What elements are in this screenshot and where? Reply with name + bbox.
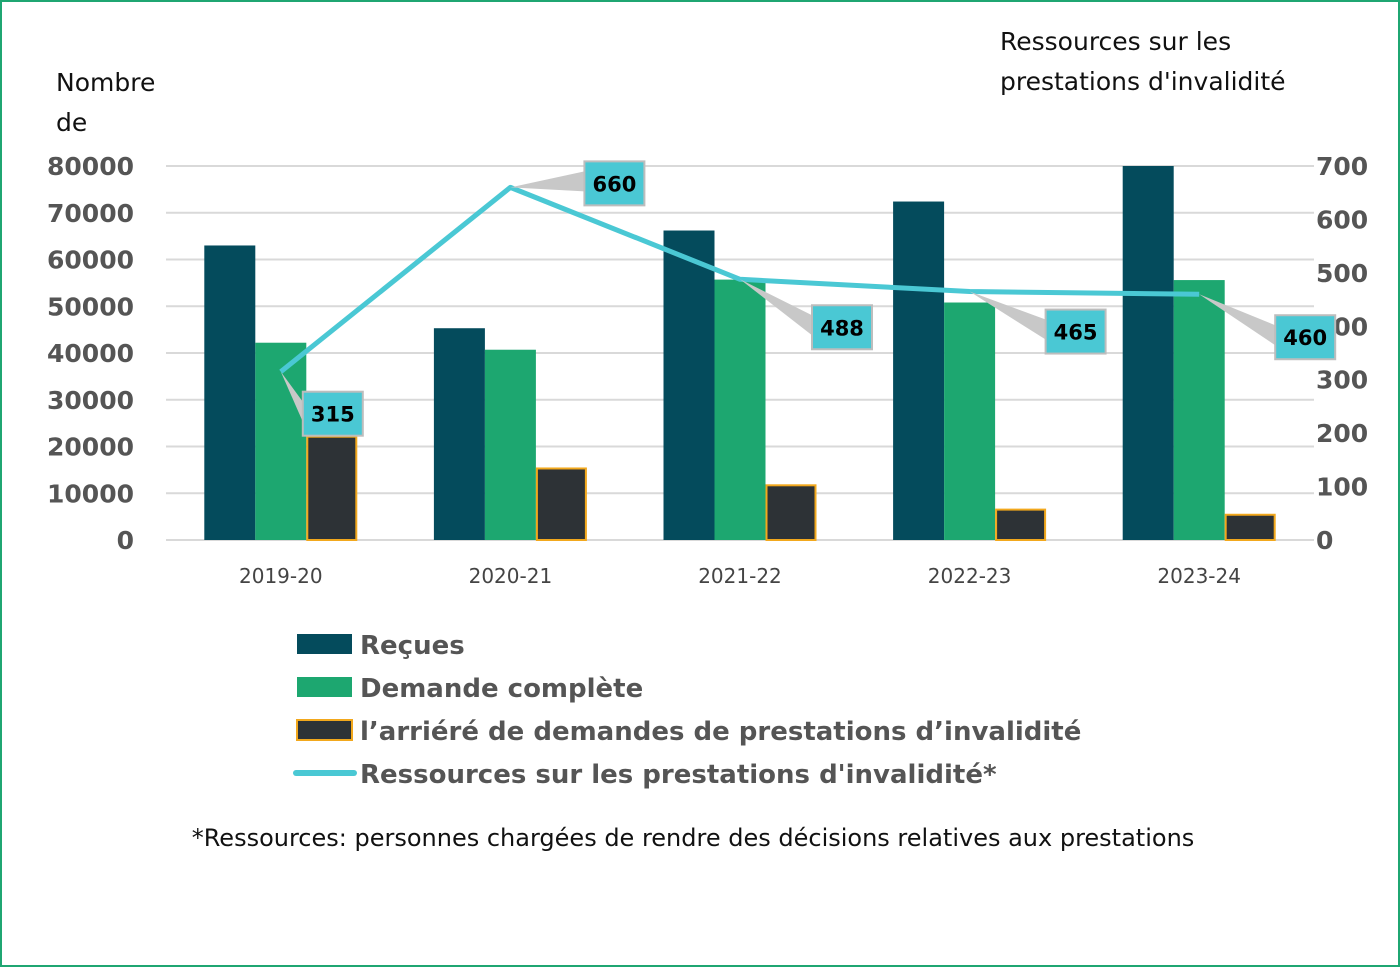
bar-3 bbox=[306, 435, 358, 541]
data-label: 460 bbox=[1283, 326, 1327, 350]
data-label: 660 bbox=[592, 172, 636, 196]
left-tick-label: 50000 bbox=[47, 292, 134, 321]
data-label-box bbox=[583, 160, 646, 207]
left-axis-title-line-2: de bbox=[56, 108, 87, 137]
data-label-box bbox=[301, 390, 364, 437]
callout-pointer bbox=[1199, 294, 1276, 346]
callout-pointer bbox=[969, 291, 1046, 340]
bar-2 bbox=[944, 302, 996, 540]
right-tick-label: 200 bbox=[1316, 419, 1368, 448]
bar-2 bbox=[484, 349, 536, 540]
data-label-box bbox=[811, 304, 873, 351]
bar-1 bbox=[663, 230, 715, 540]
bar-1 bbox=[204, 245, 256, 540]
right-tick-label: 0 bbox=[1316, 526, 1333, 555]
left-tick-label: 30000 bbox=[47, 386, 134, 415]
category-label: 2023-24 bbox=[1157, 564, 1241, 588]
bar-2 bbox=[714, 279, 766, 540]
bar-3 bbox=[765, 484, 817, 541]
legend-label: Demande complète bbox=[360, 674, 643, 704]
bar-3 bbox=[995, 508, 1047, 541]
legend-label: Reçues bbox=[360, 631, 465, 661]
left-tick-label: 40000 bbox=[47, 339, 134, 368]
bar-2 bbox=[255, 342, 307, 540]
bar-1 bbox=[893, 201, 945, 540]
right-tick-label: 700 bbox=[1316, 152, 1368, 181]
data-label-box bbox=[1044, 308, 1107, 355]
right-tick-label: 600 bbox=[1316, 205, 1368, 234]
data-label-box bbox=[1274, 314, 1337, 361]
callout-pointer bbox=[740, 279, 812, 336]
right-tick-label: 300 bbox=[1316, 366, 1368, 395]
left-tick-label: 10000 bbox=[47, 479, 134, 508]
data-label: 488 bbox=[820, 316, 864, 340]
right-axis-title-line-2: prestations d'invalidité bbox=[1000, 67, 1286, 96]
category-label: 2022-23 bbox=[928, 564, 1012, 588]
data-label: 315 bbox=[311, 403, 355, 427]
legend-swatch bbox=[297, 634, 352, 654]
footnote: *Ressources: personnes chargées de rendr… bbox=[192, 824, 1195, 852]
left-tick-label: 70000 bbox=[47, 199, 134, 228]
legend-label: l’arriéré de demandes de prestations d’i… bbox=[360, 717, 1081, 747]
bar-3 bbox=[535, 467, 587, 541]
category-label: 2020-21 bbox=[469, 564, 553, 588]
legend-label: Ressources sur les prestations d'invalid… bbox=[360, 760, 997, 790]
legend-swatch bbox=[296, 719, 353, 741]
left-tick-label: 20000 bbox=[47, 433, 134, 462]
legend-swatch bbox=[297, 677, 352, 697]
left-tick-label: 80000 bbox=[47, 152, 134, 181]
bar-1 bbox=[433, 328, 485, 540]
right-axis-title-line-1: Ressources sur les bbox=[1000, 27, 1231, 56]
bar-1 bbox=[1122, 166, 1174, 540]
bar-2 bbox=[1173, 280, 1225, 540]
data-label: 465 bbox=[1054, 321, 1098, 345]
category-label: 2021-22 bbox=[698, 564, 782, 588]
right-tick-label: 500 bbox=[1316, 259, 1368, 288]
left-tick-label: 60000 bbox=[47, 246, 134, 275]
bar-3 bbox=[1224, 513, 1276, 542]
left-axis-title-line-1: Nombre bbox=[56, 68, 155, 97]
right-tick-label: 100 bbox=[1316, 473, 1368, 502]
left-tick-label: 0 bbox=[117, 526, 134, 555]
category-label: 2019-20 bbox=[239, 564, 323, 588]
callout-pointer bbox=[280, 371, 303, 422]
callout-pointer bbox=[510, 171, 585, 192]
